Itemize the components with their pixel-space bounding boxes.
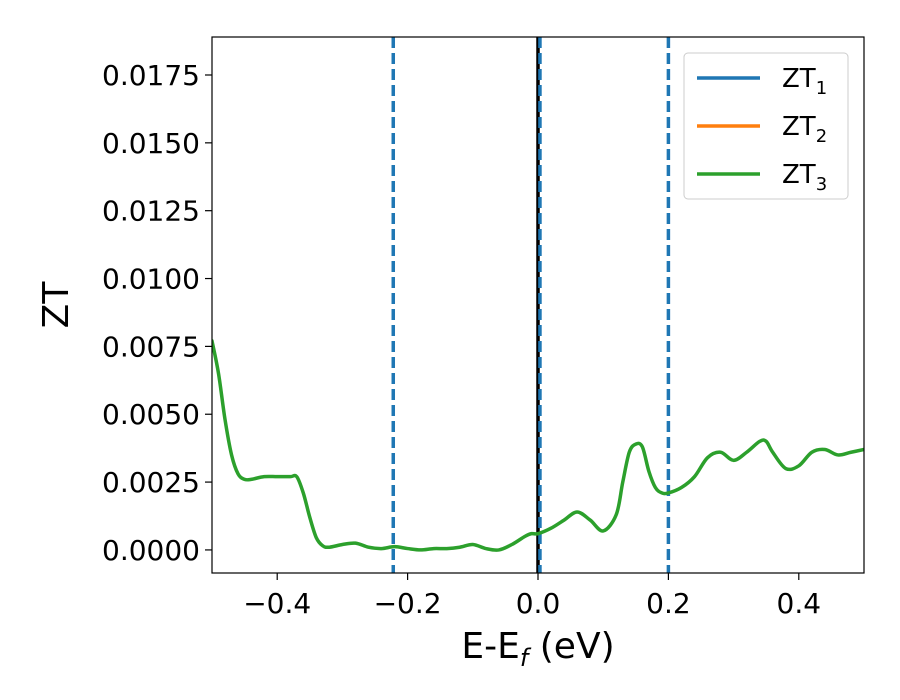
x-axis-title: E-Ef (eV) <box>461 626 614 672</box>
x-axis-title-unit: (eV) <box>528 626 614 667</box>
y-tick-label: 0.0125 <box>102 195 200 228</box>
x-tick-label: 0.2 <box>646 587 691 620</box>
x-tick-label: 0.4 <box>777 587 822 620</box>
y-axis-title: ZT <box>36 281 77 329</box>
legend-label-base: ZT <box>782 160 816 190</box>
y-tick-label: 0.0050 <box>102 398 200 431</box>
y-axis-ticks: 0.0000 0.0025 0.0050 0.0075 0.0100 0.0125 0.01… <box>102 59 212 567</box>
series-line-zt3 <box>212 339 864 552</box>
x-tick-label: −0.2 <box>374 587 442 620</box>
vertical-reference-lines <box>391 37 671 573</box>
legend-label-subscript: 2 <box>816 126 827 147</box>
y-tick-label: 0.0000 <box>102 534 200 567</box>
legend-label-zt2: ZT2 <box>782 112 827 147</box>
series-lines <box>212 339 864 552</box>
legend-label-subscript: 3 <box>816 174 827 195</box>
x-axis-ticks: −0.4 −0.2 0.0 0.2 0.4 <box>243 573 821 620</box>
y-tick-label: 0.0175 <box>102 59 200 92</box>
legend-label-subscript: 1 <box>816 78 827 99</box>
y-tick-label: 0.0075 <box>102 330 200 363</box>
y-tick-label: 0.0100 <box>102 263 200 296</box>
legend-label-base: ZT <box>782 112 816 142</box>
legend-label-base: ZT <box>782 64 816 94</box>
legend-box <box>683 52 849 200</box>
legend-label-zt3: ZT3 <box>782 160 827 195</box>
y-tick-label: 0.0150 <box>102 127 200 160</box>
legend-label-zt1: ZT1 <box>782 64 827 99</box>
x-tick-label: −0.4 <box>243 587 311 620</box>
x-tick-label: 0.0 <box>516 587 561 620</box>
y-tick-label: 0.0025 <box>102 466 200 499</box>
x-axis-title-base: E-E <box>461 626 519 667</box>
